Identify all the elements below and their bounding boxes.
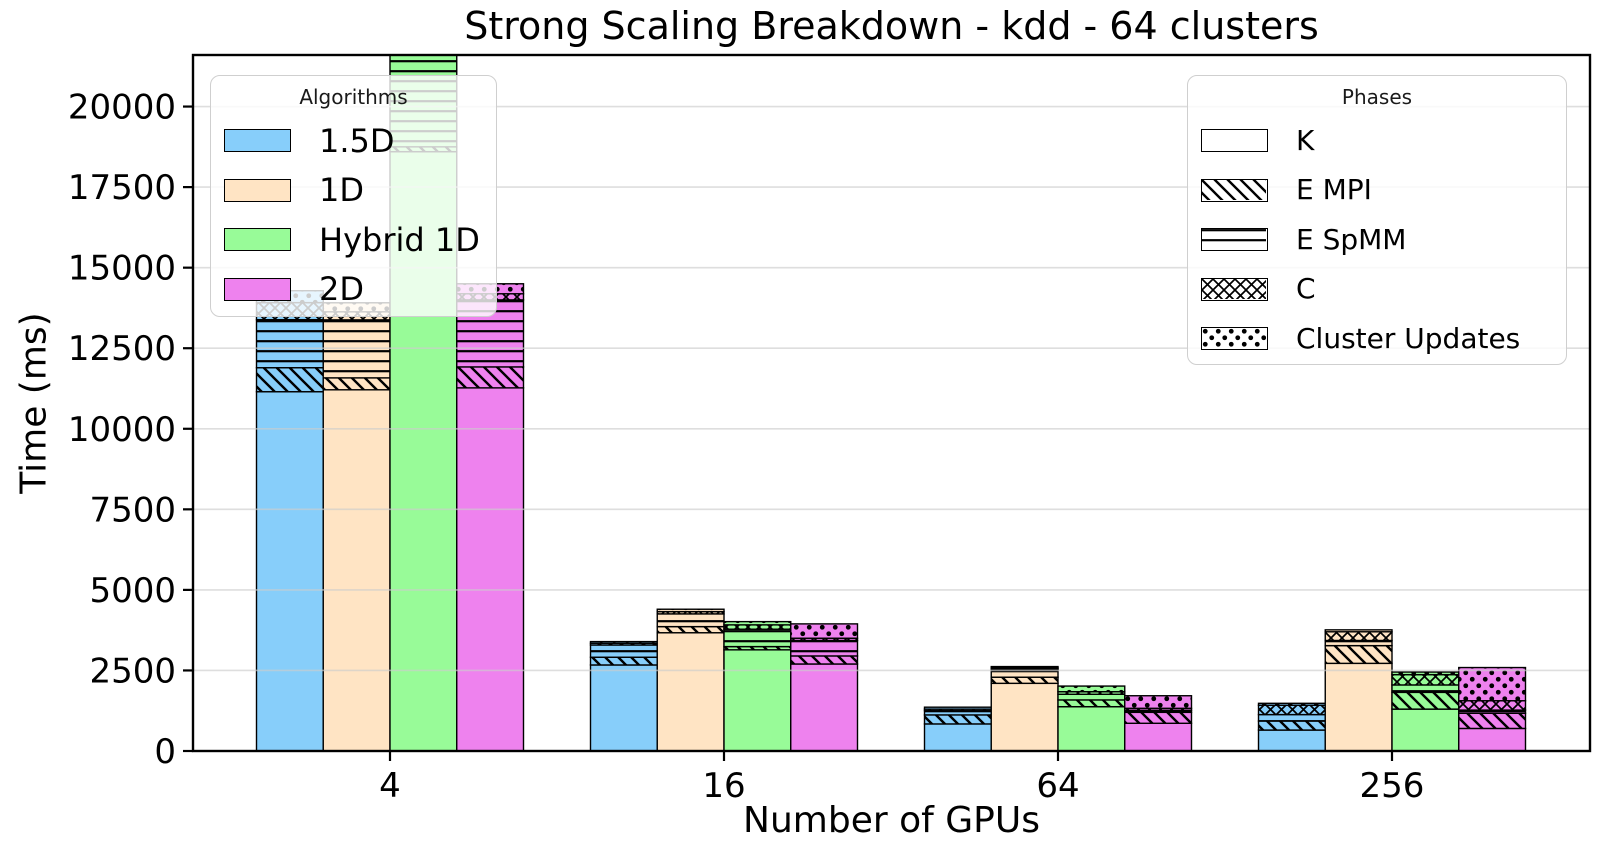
x-tick-label: 4 — [379, 766, 401, 806]
y-tick-label: 5000 — [89, 571, 176, 611]
legend-label: Hybrid 1D — [319, 220, 480, 259]
y-tick-label: 12500 — [68, 329, 176, 369]
y-tick-label: 17500 — [68, 168, 176, 208]
y-tick-label: 20000 — [68, 88, 176, 128]
x-tick-label: 256 — [1360, 766, 1425, 806]
legend-item-c: C — [1188, 265, 1566, 315]
legend-phases-title: Phases — [1341, 85, 1413, 109]
bar-segment — [1458, 728, 1526, 751]
legend-item-cluster-updates: Cluster Updates — [1188, 314, 1566, 364]
legend-label: C — [1296, 272, 1316, 306]
bar-segment — [1058, 706, 1125, 751]
legend-item-1d: 1D — [211, 166, 496, 216]
legend-item-2d: 2D — [211, 265, 496, 315]
legend-phases: Phases K E MPI E SpMM C Cluster Updates — [1187, 75, 1567, 365]
bar-segment — [790, 664, 858, 751]
legend-label: Cluster Updates — [1296, 321, 1521, 355]
bar-segment — [456, 387, 524, 751]
hatch-swatch-c — [1201, 277, 1268, 301]
bar-segment — [991, 683, 1058, 751]
hatch-swatch-k — [1201, 129, 1268, 153]
hatch-swatch-espmm — [1201, 228, 1268, 252]
legend-algorithms-rows: 1.5D 1D Hybrid 1D 2D — [211, 116, 496, 314]
legend-item-empi: E MPI — [1188, 166, 1566, 216]
legend-phases-rows: K E MPI E SpMM C Cluster Updates — [1188, 116, 1566, 364]
bar-segment — [256, 391, 324, 751]
legend-item-espmm: E SpMM — [1188, 215, 1566, 265]
color-swatch-2d — [224, 277, 291, 301]
legend-item-k: K — [1188, 116, 1566, 166]
y-tick-label: 7500 — [89, 490, 176, 530]
hatch-swatch-cluster-updates — [1201, 327, 1268, 351]
bar-segment — [1124, 723, 1192, 751]
bar-segment — [724, 649, 791, 751]
chart-title: Strong Scaling Breakdown - kdd - 64 clus… — [464, 4, 1319, 48]
legend-algorithms: Algorithms 1.5D 1D Hybrid 1D 2D — [210, 75, 497, 317]
y-tick-label: 15000 — [68, 249, 176, 289]
color-swatch-1p5d — [224, 129, 291, 153]
x-axis-label: Number of GPUs — [743, 800, 1040, 841]
bar-segment — [1325, 663, 1392, 751]
bar-segment — [657, 632, 724, 751]
bar-segment — [1392, 709, 1459, 751]
color-swatch-hybrid1d — [224, 228, 291, 252]
legend-label: 2D — [319, 270, 364, 309]
legend-label: 1.5D — [319, 121, 395, 160]
legend-label: E MPI — [1296, 173, 1372, 207]
bar-segment — [924, 723, 992, 751]
y-tick-label: 0 — [154, 732, 176, 772]
x-tick-label: 16 — [702, 766, 745, 806]
hatch-swatch-empi — [1201, 178, 1268, 202]
legend-label: 1D — [319, 171, 364, 210]
y-tick-label: 10000 — [68, 410, 176, 450]
legend-label: K — [1296, 123, 1315, 157]
bar-segment — [590, 664, 658, 751]
bar-segment — [323, 389, 390, 751]
bar-segment — [1258, 730, 1326, 751]
x-tick-label: 64 — [1036, 766, 1079, 806]
y-axis-label: Time (ms) — [13, 312, 55, 494]
legend-item-1p5d: 1.5D — [211, 116, 496, 166]
legend-algorithms-title: Algorithms — [299, 85, 408, 109]
y-tick-label: 2500 — [89, 651, 176, 691]
legend-item-hybrid1d: Hybrid 1D — [211, 215, 496, 265]
legend-label: E SpMM — [1296, 222, 1407, 256]
color-swatch-1d — [224, 178, 291, 202]
